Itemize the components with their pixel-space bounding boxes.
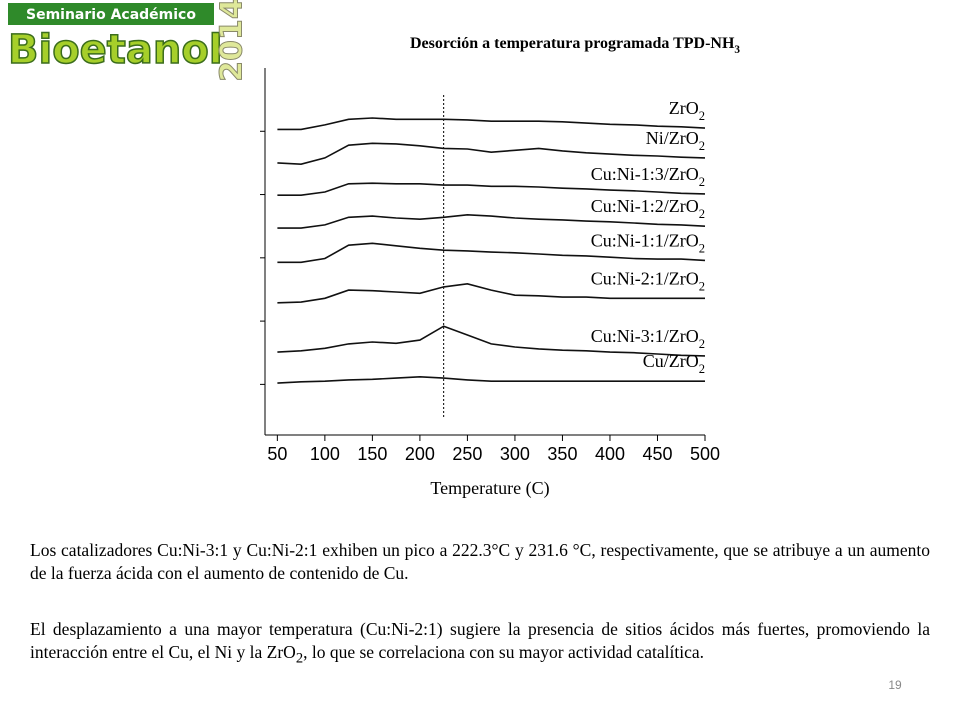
series-line	[277, 242, 706, 264]
series-label: Cu:Ni-2:1/ZrO2	[591, 268, 705, 293]
x-tick-label: 300	[500, 444, 530, 464]
x-tick-label: 500	[690, 444, 720, 464]
series-line	[277, 282, 705, 304]
series-line	[277, 325, 706, 357]
x-tick-label: 100	[310, 444, 340, 464]
x-tick-label: 400	[595, 444, 625, 464]
x-tick-label: 350	[547, 444, 577, 464]
banner-text: Seminario Académico	[26, 7, 196, 23]
logo-text: Bioetanol	[8, 27, 223, 73]
series-line	[277, 142, 706, 166]
x-axis-label: Temperature (C)	[430, 478, 549, 499]
series-label: Ni/ZrO2	[646, 128, 705, 153]
paragraph: El desplazamiento a una mayor temperatur…	[30, 619, 930, 667]
paragraph: Los catalizadores Cu:Ni-3:1 y Cu:Ni-2:1 …	[30, 540, 930, 583]
series-line	[277, 375, 705, 384]
x-tick-label: 200	[405, 444, 435, 464]
x-tick-label: 450	[642, 444, 672, 464]
series-label: Cu:Ni-1:1/ZrO2	[591, 230, 705, 255]
series-line	[277, 117, 706, 131]
x-tick-label: 250	[452, 444, 482, 464]
x-tick-label: 150	[357, 444, 387, 464]
series-label: Cu:Ni-1:2/ZrO2	[591, 196, 705, 221]
series-label: Cu:Ni-3:1/ZrO2	[591, 326, 705, 351]
page-number: 19	[888, 678, 902, 692]
series-label: ZrO2	[669, 98, 705, 123]
series-line	[277, 213, 706, 229]
series-label: Cu/ZrO2	[643, 351, 705, 376]
series-line	[277, 182, 706, 196]
banner-box	[8, 3, 214, 25]
logo: Seminario Académico Bioetanol 2014	[7, 0, 250, 82]
series-label: Cu:Ni-1:3/ZrO2	[591, 164, 705, 189]
logo-year: 2014	[215, 0, 250, 82]
chart-title: Desorción a temperatura programada TPD-N…	[410, 35, 740, 56]
x-tick-label: 50	[267, 444, 287, 464]
